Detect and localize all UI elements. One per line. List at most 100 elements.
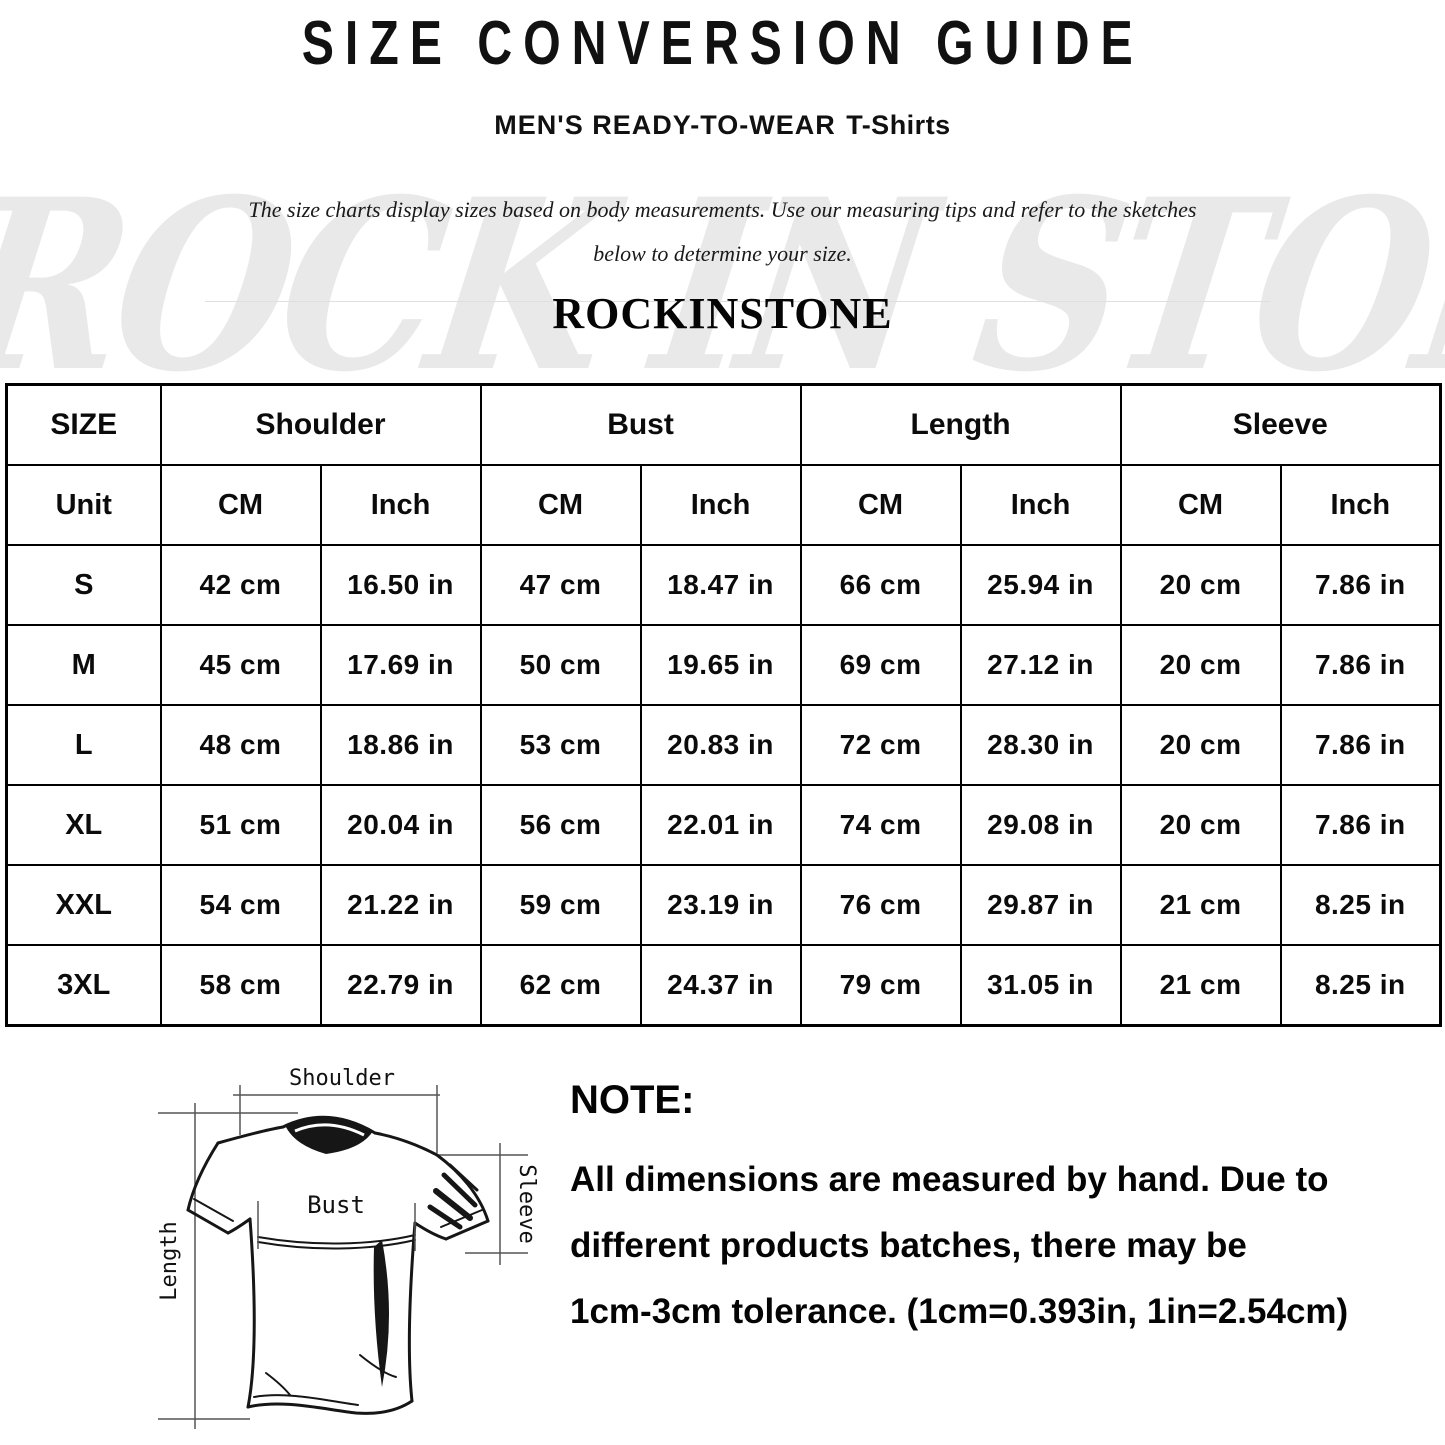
unit-inch: Inch [1279, 464, 1442, 546]
table-cell: 50 cm [479, 624, 642, 706]
table-cell: 72 cm [799, 704, 962, 786]
diagram-sleeve-label: Sleeve [514, 1164, 539, 1243]
page-subtitle: MEN'S READY-TO-WEAR T-Shirts [0, 110, 1445, 141]
table-cell: 20.83 in [639, 704, 802, 786]
note-text: All dimensions are measured by hand. Due… [570, 1147, 1348, 1345]
unit-header-row: Unit CM Inch CM Inch CM Inch CM Inch [5, 464, 1442, 546]
size-row-label: XXL [5, 864, 162, 946]
table-cell: 47 cm [479, 544, 642, 626]
size-row-label: XL [5, 784, 162, 866]
table-cell: 54 cm [159, 864, 322, 946]
table-cell: 56 cm [479, 784, 642, 866]
table-cell: 79 cm [799, 944, 962, 1027]
table-row-3xl: 3XL 58 cm 22.79 in 62 cm 24.37 in 79 cm … [5, 944, 1442, 1027]
tshirt-sketch: Bust [186, 1115, 490, 1415]
table-cell: 7.86 in [1279, 624, 1442, 706]
unit-cm: CM [799, 464, 962, 546]
unit-inch: Inch [959, 464, 1122, 546]
unit-cm: CM [479, 464, 642, 546]
table-cell: 58 cm [159, 944, 322, 1027]
table-cell: 7.86 in [1279, 704, 1442, 786]
table-cell: 21.22 in [319, 864, 482, 946]
note-line-3: 1cm-3cm tolerance. (1cm=0.393in, 1in=2.5… [570, 1292, 1349, 1331]
unit-inch: Inch [319, 464, 482, 546]
group-header-row: SIZE Shoulder Bust Length Sleeve [5, 383, 1442, 466]
table-cell: 17.69 in [319, 624, 482, 706]
brand-wrap: ROCKINSTONE [0, 288, 1445, 339]
table-cell: 20 cm [1119, 784, 1282, 866]
table-cell: 8.25 in [1279, 944, 1442, 1027]
table-cell: 25.94 in [959, 544, 1122, 626]
table-cell: 66 cm [799, 544, 962, 626]
diagram-bust-label: Bust [307, 1191, 365, 1219]
table-cell: 42 cm [159, 544, 322, 626]
table-cell: 19.65 in [639, 624, 802, 706]
table-cell: 29.08 in [959, 784, 1122, 866]
table-cell: 24.37 in [639, 944, 802, 1027]
table-cell: 45 cm [159, 624, 322, 706]
table-cell: 16.50 in [319, 544, 482, 626]
size-row-label: L [5, 704, 162, 786]
description-line-2: below to determine your size. [593, 241, 852, 266]
table-cell: 62 cm [479, 944, 642, 1027]
diagram-length-label: Length [157, 1221, 182, 1300]
unit-cm: CM [1119, 464, 1282, 546]
table-cell: 20 cm [1119, 624, 1282, 706]
note-line-1: All dimensions are measured by hand. Due… [570, 1160, 1329, 1199]
description: The size charts display sizes based on b… [0, 188, 1445, 276]
table-cell: 29.87 in [959, 864, 1122, 946]
col-header-shoulder: Shoulder [159, 383, 482, 466]
table-cell: 53 cm [479, 704, 642, 786]
size-conversion-table: SIZE Shoulder Bust Length Sleeve Unit CM… [5, 383, 1443, 1027]
page-title-wrap: SIZE CONVERSION GUIDE [0, 8, 1445, 79]
description-line-1: The size charts display sizes based on b… [248, 197, 1197, 222]
table-cell: 76 cm [799, 864, 962, 946]
note-block: NOTE: All dimensions are measured by han… [570, 1078, 1348, 1345]
table-cell: 18.86 in [319, 704, 482, 786]
unit-header: Unit [5, 464, 162, 546]
size-row-label: M [5, 624, 162, 706]
table-cell: 22.79 in [319, 944, 482, 1027]
col-header-bust: Bust [479, 383, 802, 466]
subtitle-main: MEN'S READY-TO-WEAR [494, 110, 836, 140]
size-row-label: S [5, 544, 162, 626]
note-heading: NOTE: [570, 1078, 695, 1122]
table-cell: 23.19 in [639, 864, 802, 946]
diagram-shoulder-label: Shoulder [289, 1066, 395, 1091]
table-cell: 74 cm [799, 784, 962, 866]
table-row-m: M 45 cm 17.69 in 50 cm 19.65 in 69 cm 27… [5, 624, 1442, 706]
table-cell: 22.01 in [639, 784, 802, 866]
col-header-size: SIZE [5, 383, 162, 466]
table-cell: 28.30 in [959, 704, 1122, 786]
table-cell: 20.04 in [319, 784, 482, 866]
table-cell: 7.86 in [1279, 784, 1442, 866]
table-row-s: S 42 cm 16.50 in 47 cm 18.47 in 66 cm 25… [5, 544, 1442, 626]
note-line-2: different products batches, there may be [570, 1226, 1247, 1265]
table-cell: 8.25 in [1279, 864, 1442, 946]
subtitle-secondary: T-Shirts [846, 110, 951, 140]
table-cell: 21 cm [1119, 944, 1282, 1027]
table-cell: 21 cm [1119, 864, 1282, 946]
divider-line [205, 301, 1270, 302]
unit-cm: CM [159, 464, 322, 546]
table-cell: 7.86 in [1279, 544, 1442, 626]
table-cell: 31.05 in [959, 944, 1122, 1027]
table-cell: 20 cm [1119, 704, 1282, 786]
table-cell: 27.12 in [959, 624, 1122, 706]
table-cell: 48 cm [159, 704, 322, 786]
page-title: SIZE CONVERSION GUIDE [301, 9, 1144, 78]
col-header-length: Length [799, 383, 1122, 466]
tshirt-measurement-diagram: Shoulder Length Sleeve [157, 1066, 539, 1429]
table-cell: 51 cm [159, 784, 322, 866]
size-row-label: 3XL [5, 944, 162, 1027]
unit-inch: Inch [639, 464, 802, 546]
table-cell: 18.47 in [639, 544, 802, 626]
table-cell: 20 cm [1119, 544, 1282, 626]
brand-name: ROCKINSTONE [552, 289, 893, 338]
table-cell: 69 cm [799, 624, 962, 706]
col-header-sleeve: Sleeve [1119, 383, 1442, 466]
table-row-xxl: XXL 54 cm 21.22 in 59 cm 23.19 in 76 cm … [5, 864, 1442, 946]
table-cell: 59 cm [479, 864, 642, 946]
table-row-xl: XL 51 cm 20.04 in 56 cm 22.01 in 74 cm 2… [5, 784, 1442, 866]
